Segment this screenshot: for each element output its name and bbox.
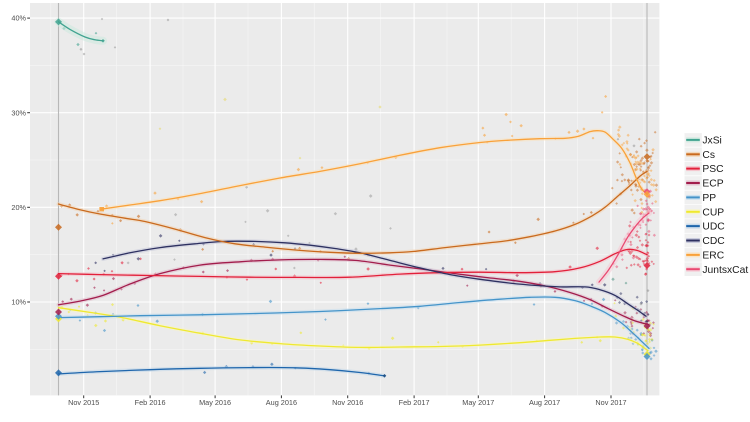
svg-text:Nov 2016: Nov 2016 <box>332 398 363 407</box>
svg-text:30%: 30% <box>11 108 26 117</box>
svg-text:Nov 2015: Nov 2015 <box>68 398 99 407</box>
svg-text:CDC: CDC <box>702 236 725 247</box>
svg-text:Cs: Cs <box>702 150 715 161</box>
svg-text:ECP: ECP <box>702 179 723 190</box>
svg-text:May 2017: May 2017 <box>462 398 494 407</box>
svg-text:JuntsxCat: JuntsxCat <box>702 265 748 276</box>
svg-text:20%: 20% <box>11 203 26 212</box>
svg-text:PSC: PSC <box>702 164 724 175</box>
svg-text:May 2016: May 2016 <box>199 398 231 407</box>
svg-text:UDC: UDC <box>702 222 725 233</box>
svg-text:JxSi: JxSi <box>702 136 721 147</box>
svg-text:Feb 2016: Feb 2016 <box>135 398 166 407</box>
svg-text:Nov 2017: Nov 2017 <box>595 398 626 407</box>
svg-text:Feb 2017: Feb 2017 <box>399 398 430 407</box>
svg-text:40%: 40% <box>11 14 26 23</box>
svg-text:PP: PP <box>702 193 716 204</box>
svg-text:Aug 2017: Aug 2017 <box>529 398 560 407</box>
svg-text:ERC: ERC <box>702 251 724 262</box>
svg-text:10%: 10% <box>11 298 26 307</box>
svg-text:CUP: CUP <box>702 207 724 218</box>
svg-text:Aug 2016: Aug 2016 <box>266 398 297 407</box>
